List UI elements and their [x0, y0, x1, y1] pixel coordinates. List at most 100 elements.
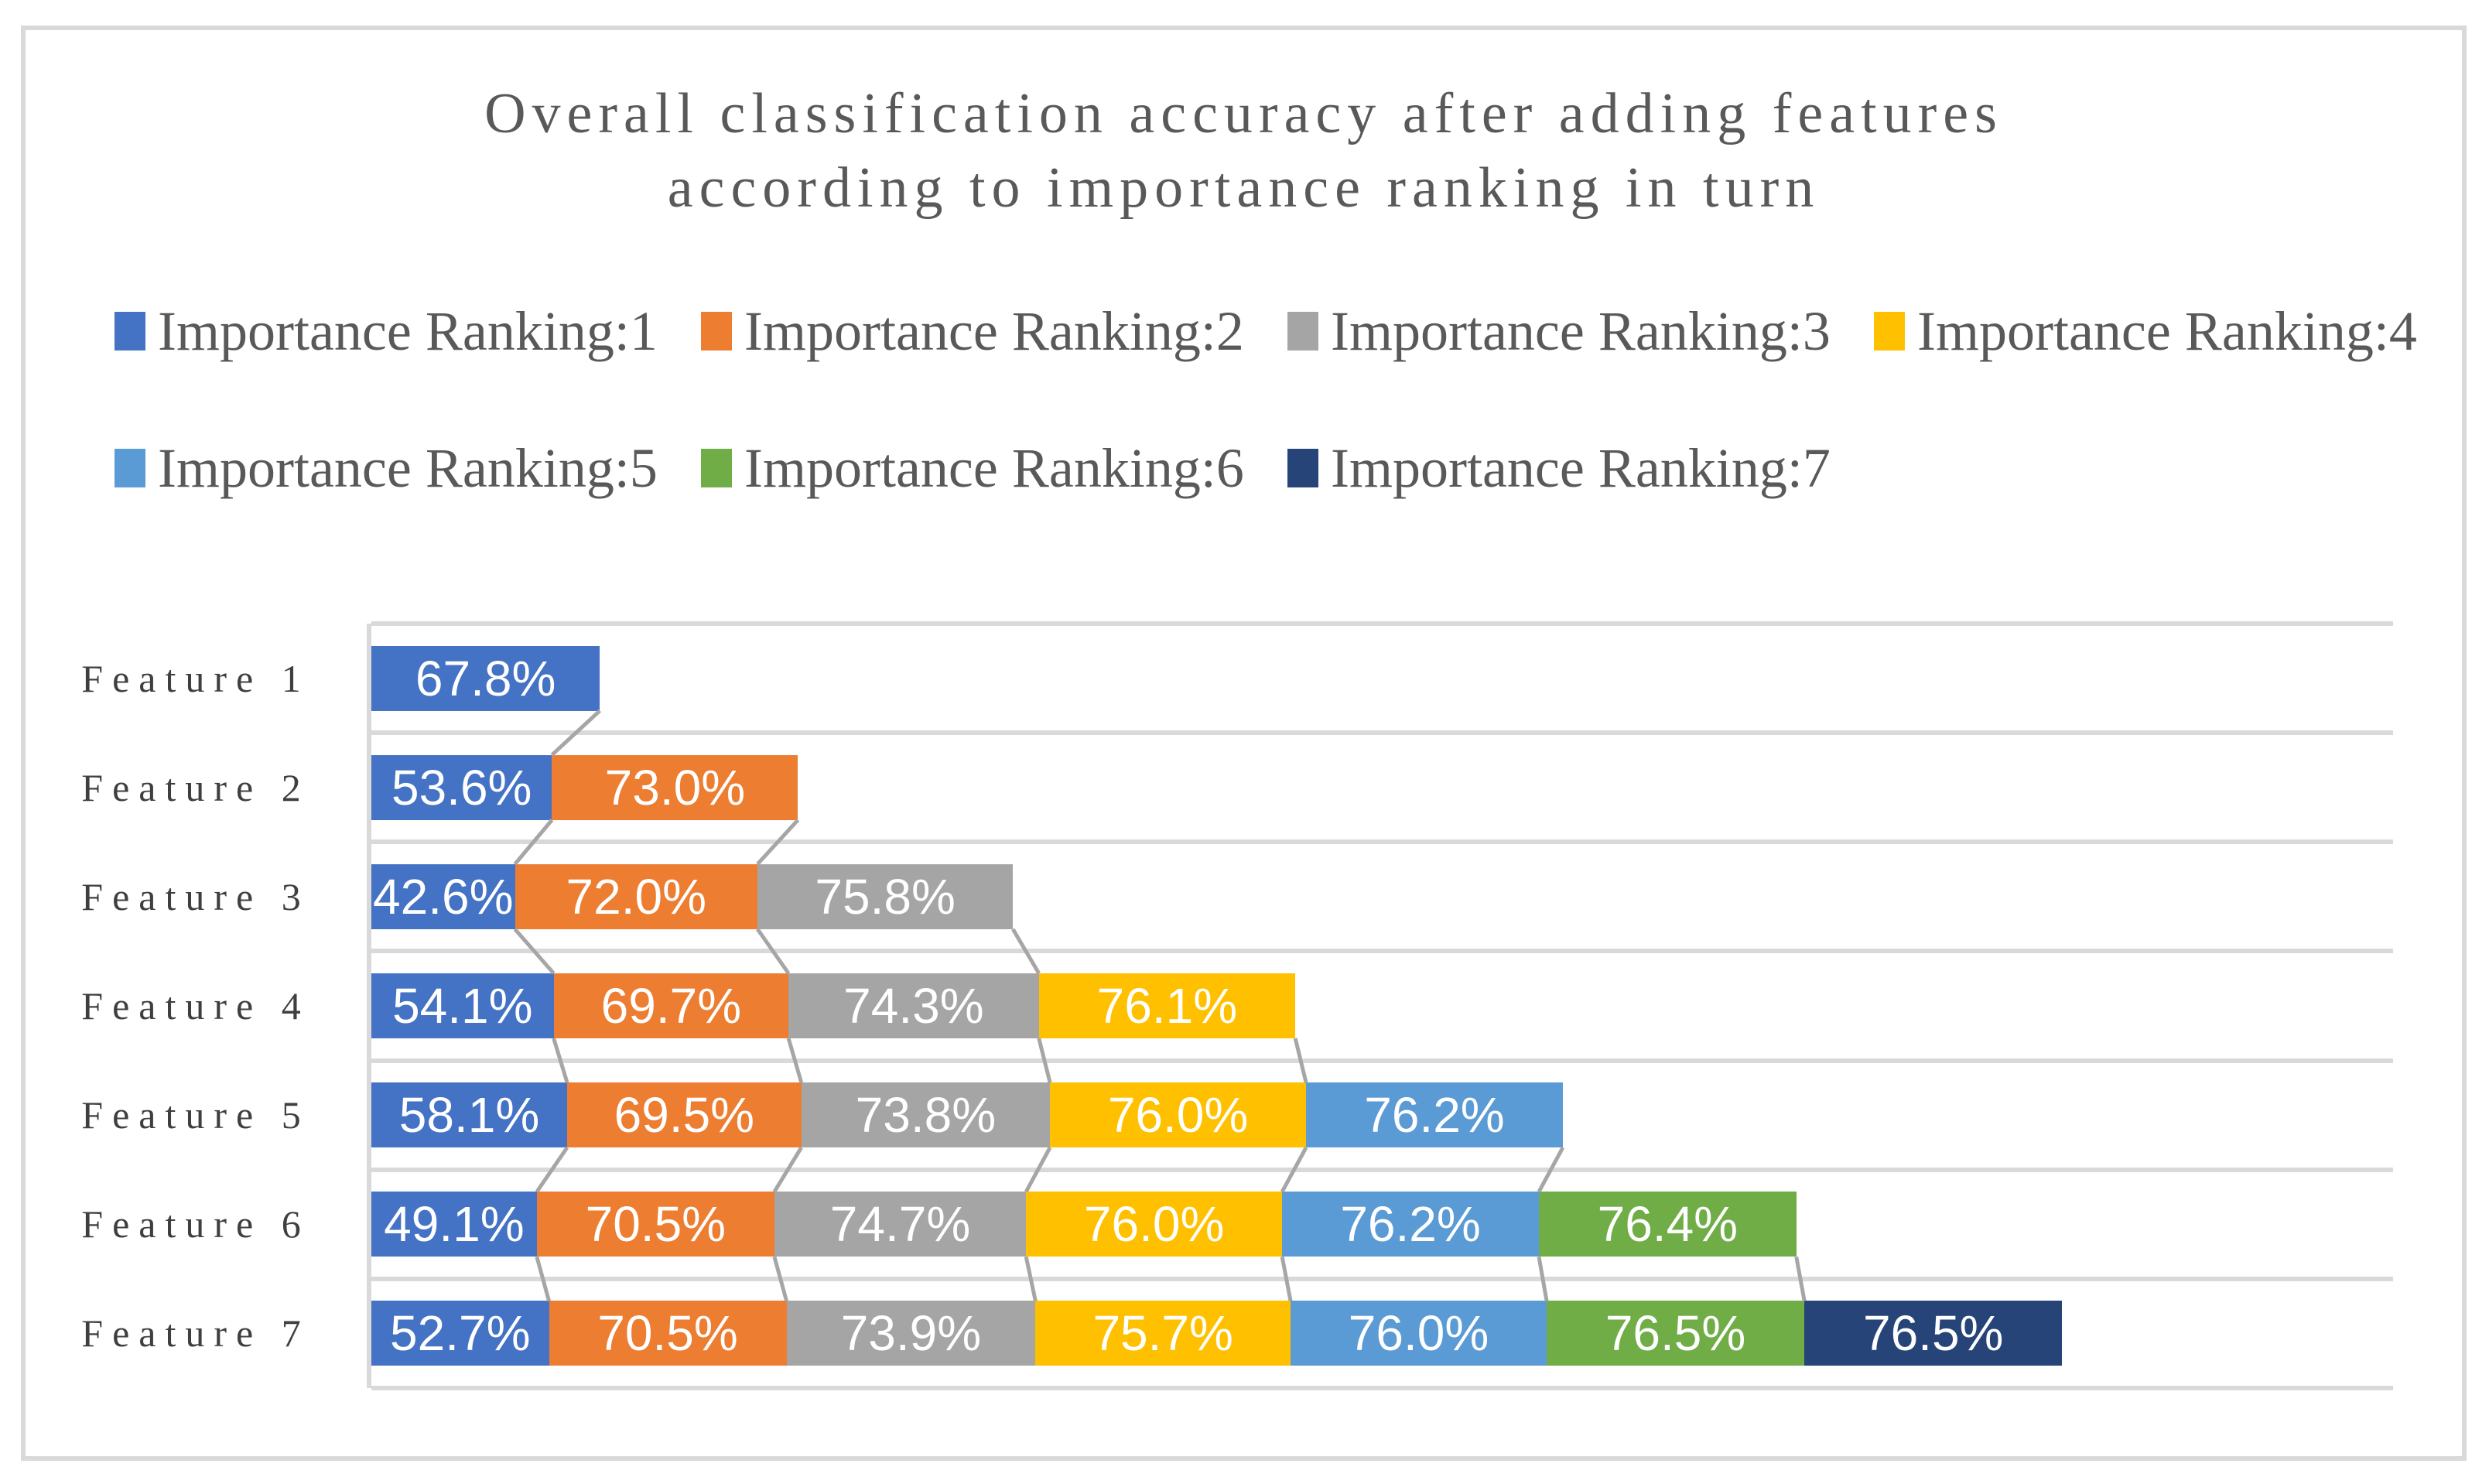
bar-segment-rank-1: 53.6% [371, 754, 552, 820]
legend-item-4: Importance Ranking:4 [1874, 294, 2417, 368]
bar-value-label: 76.5% [1862, 1305, 2004, 1362]
bar-segment-rank-4: 76.0% [1050, 1082, 1307, 1148]
bar-value-label: 52.7% [390, 1305, 531, 1362]
bar-value-label: 74.7% [829, 1196, 971, 1253]
category-label-3: Feature 3 [81, 874, 310, 918]
legend-swatch-icon [115, 312, 145, 350]
legend-item-2: Importance Ranking:2 [701, 294, 1244, 368]
legend-swatch-icon [1874, 312, 1905, 350]
bar-segment-rank-3: 75.8% [757, 863, 1014, 929]
bar-value-label: 69.5% [614, 1087, 755, 1144]
bar-row-4: 54.1% 69.7% 74.3% 76.1% [371, 973, 1296, 1038]
gridline [371, 1386, 2393, 1390]
bar-value-label: 42.6% [373, 868, 514, 925]
bar-segment-rank-4: 76.1% [1038, 973, 1296, 1038]
gridline [371, 839, 2393, 845]
legend-item-label: Importance Ranking:4 [1917, 300, 2417, 362]
y-axis-line [367, 624, 371, 1388]
bar-value-label: 76.0% [1107, 1087, 1249, 1144]
bar-value-label: 58.1% [398, 1087, 540, 1144]
bar-segment-rank-2: 69.7% [553, 973, 789, 1038]
legend-swatch-icon [115, 449, 145, 487]
bar-segment-rank-3: 74.3% [788, 973, 1039, 1038]
legend-item-6: Importance Ranking:6 [701, 431, 1244, 505]
bar-row-5: 58.1% 69.5% 73.8% 76.0% 76.2% [371, 1082, 1563, 1148]
legend-item-label: Importance Ranking:2 [744, 300, 1244, 362]
legend-row-1: Importance Ranking:1 Importance Ranking:2… [26, 294, 2462, 368]
gridline [371, 1167, 2393, 1172]
legend-swatch-icon [1287, 449, 1318, 487]
bar-segment-rank-2: 69.5% [567, 1082, 802, 1148]
bar-value-label: 67.8% [415, 650, 556, 706]
category-label-2: Feature 2 [81, 765, 310, 809]
bar-segment-rank-2: 73.0% [552, 754, 798, 820]
bar-segment-rank-1: 54.1% [371, 973, 554, 1038]
bar-segment-rank-2: 70.5% [536, 1192, 774, 1257]
bar-segment-rank-1: 67.8% [371, 645, 600, 711]
bar-value-label: 70.5% [585, 1196, 727, 1253]
gridline [371, 1058, 2393, 1063]
bar-value-label: 54.1% [392, 978, 533, 1034]
bar-segment-rank-1: 58.1% [371, 1082, 568, 1148]
bar-segment-rank-5: 76.2% [1282, 1192, 1539, 1257]
category-label-7: Feature 7 [81, 1311, 310, 1356]
bar-value-label: 74.3% [843, 978, 984, 1034]
legend-item-label: Importance Ranking:1 [158, 300, 658, 362]
legend-row-2: Importance Ranking:5 Importance Ranking:6… [26, 431, 2462, 505]
bar-segment-rank-2: 72.0% [515, 863, 758, 929]
category-label-6: Feature 6 [81, 1202, 310, 1246]
bar-value-label: 76.2% [1340, 1196, 1481, 1253]
bar-value-label: 76.0% [1083, 1196, 1225, 1253]
gridline [371, 949, 2393, 954]
legend-item-3: Importance Ranking:3 [1287, 294, 1831, 368]
category-label-4: Feature 4 [81, 983, 310, 1028]
category-label-5: Feature 5 [81, 1093, 310, 1137]
bar-segment-rank-3: 73.9% [786, 1301, 1036, 1366]
chart-title-line-2: according to importance ranking in turn [667, 156, 1821, 220]
bar-row-3: 42.6% 72.0% 75.8% [371, 863, 1014, 929]
bar-segment-rank-6: 76.4% [1538, 1192, 1797, 1257]
bar-value-label: 76.2% [1364, 1087, 1505, 1144]
legend-item-label: Importance Ranking:3 [1331, 300, 1831, 362]
bar-segment-rank-3: 73.8% [801, 1082, 1051, 1148]
bar-value-label: 75.7% [1092, 1305, 1233, 1362]
bar-segment-rank-7: 76.5% [1804, 1301, 2063, 1366]
bar-row-2: 53.6% 73.0% [371, 754, 798, 820]
bar-value-label: 72.0% [566, 868, 707, 925]
gridline [371, 730, 2393, 736]
bar-segment-rank-1: 49.1% [371, 1192, 537, 1257]
bar-value-label: 49.1% [384, 1196, 525, 1253]
legend-swatch-icon [1287, 312, 1318, 350]
chart-frame: Overall classification accuracy after ad… [21, 26, 2467, 1461]
bar-row-1: 67.8% [371, 645, 600, 711]
bar-segment-rank-3: 74.7% [774, 1192, 1027, 1257]
bar-value-label: 73.0% [604, 759, 746, 816]
gridline [371, 1276, 2393, 1281]
legend-item-5: Importance Ranking:5 [115, 431, 658, 505]
chart-title-line-1: Overall classification accuracy after ad… [484, 82, 2003, 145]
plot-area: Feature 1 67.8% Feature 2 53.6% 73.0% Feature… [81, 621, 2393, 1390]
bar-segment-rank-1: 42.6% [371, 863, 515, 929]
category-label-1: Feature 1 [81, 656, 310, 700]
bar-value-label: 69.7% [600, 978, 742, 1034]
legend-item-7: Importance Ranking:7 [1287, 431, 1831, 505]
bar-segment-rank-1: 52.7% [371, 1301, 549, 1366]
bar-segment-rank-6: 76.5% [1546, 1301, 1805, 1366]
bar-segment-rank-4: 76.0% [1026, 1192, 1283, 1257]
legend-item-label: Importance Ranking:5 [158, 437, 658, 499]
legend-swatch-icon [701, 312, 732, 350]
bar-value-label: 53.6% [391, 759, 532, 816]
bar-segment-rank-5: 76.2% [1306, 1082, 1563, 1148]
bar-value-label: 75.8% [815, 868, 956, 925]
bar-segment-rank-5: 76.0% [1291, 1301, 1547, 1366]
bar-value-label: 76.5% [1605, 1305, 1746, 1362]
legend-item-1: Importance Ranking:1 [115, 294, 658, 368]
bar-value-label: 76.0% [1348, 1305, 1489, 1362]
bar-row-6: 49.1% 70.5% 74.7% 76.0% 76.2% 76.4% [371, 1192, 1797, 1257]
bar-segment-rank-4: 75.7% [1035, 1301, 1291, 1366]
bar-value-label: 76.1% [1096, 978, 1238, 1034]
bar-value-label: 73.9% [840, 1305, 982, 1362]
bar-value-label: 76.4% [1597, 1196, 1739, 1253]
legend-item-label: Importance Ranking:7 [1331, 437, 1831, 499]
bar-value-label: 70.5% [597, 1305, 738, 1362]
